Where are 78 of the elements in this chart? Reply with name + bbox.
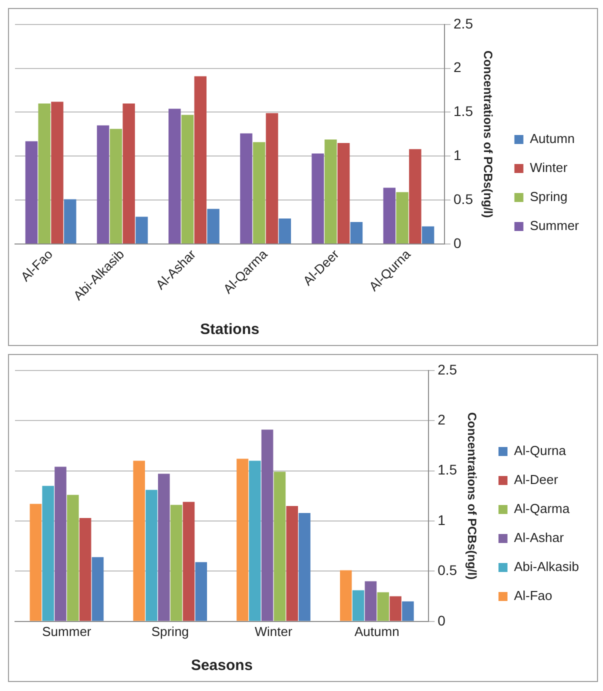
bar: [25, 141, 38, 244]
x-axis-title: Seasons: [190, 657, 253, 674]
y-tick-label: 0.5: [438, 562, 458, 578]
y-tick-label: 0: [438, 612, 446, 628]
bar: [168, 108, 181, 244]
bar: [158, 474, 170, 621]
legend-label: Spring: [530, 189, 568, 204]
bar: [92, 557, 104, 621]
bar: [181, 114, 194, 244]
y-axis-title: Concentrations of PCBs(ng/l): [464, 412, 479, 580]
bar: [337, 142, 350, 244]
bar: [350, 222, 363, 244]
y-tick-label: 0: [454, 234, 462, 251]
bar: [96, 125, 110, 244]
bar: [38, 103, 50, 244]
y-tick-label: 1: [438, 512, 446, 528]
bar: [42, 486, 54, 621]
bar: [286, 506, 298, 621]
bar: [67, 494, 79, 621]
bar: [30, 504, 42, 621]
y-tick-label: 1.5: [438, 462, 458, 478]
bar: [133, 460, 145, 621]
bar: [54, 466, 66, 621]
y-tick-label: 2: [454, 59, 462, 76]
y-tick-label: 1.5: [454, 103, 474, 120]
bar: [312, 154, 324, 244]
bar: [249, 460, 261, 621]
legend-label: Al-Qurna: [514, 443, 567, 458]
x-axis-title: Stations: [200, 321, 260, 338]
bar: [79, 518, 92, 621]
legend-label: Summer: [530, 218, 580, 234]
bar: [364, 581, 377, 621]
bar: [396, 192, 408, 244]
y-tick-label: 1: [454, 147, 462, 164]
bar: [110, 128, 122, 244]
bar: [207, 208, 220, 244]
bar: [136, 216, 148, 244]
bar: [236, 458, 248, 621]
bar: [340, 570, 352, 621]
x-tick-label: Summer: [42, 624, 92, 639]
y-tick-label: 2.5: [438, 361, 458, 378]
x-tick-label: Winter: [254, 624, 293, 639]
bar: [64, 199, 76, 244]
bar: [122, 103, 135, 244]
y-tick-label: 2.5: [454, 15, 474, 32]
bar: [274, 472, 286, 621]
bar: [409, 149, 422, 244]
legend-label: Autumn: [530, 131, 575, 146]
x-tick-label: Spring: [151, 624, 189, 639]
bar: [170, 504, 182, 621]
legend-label: Al-Qarma: [514, 501, 570, 516]
y-axis-title: Concentrations of PCBs(ng/l): [480, 50, 495, 218]
legend-label: Winter: [530, 160, 568, 176]
bar: [278, 218, 292, 244]
y-tick-label: 2: [438, 411, 446, 428]
bar: [383, 188, 396, 244]
bar: [298, 512, 310, 621]
bar: [146, 490, 158, 621]
bar: [377, 592, 390, 621]
legend-label: Al-Fao: [514, 588, 552, 604]
bar: [324, 139, 337, 244]
bar: [390, 596, 402, 621]
bar: [195, 562, 208, 621]
bar: [252, 142, 266, 244]
bar: [51, 102, 64, 244]
legend-label: Abi-Alkasib: [514, 559, 580, 574]
bar: [402, 601, 414, 621]
bar: [422, 226, 434, 244]
x-tick-label: Autumn: [354, 624, 400, 639]
bar: [352, 590, 364, 621]
bar: [194, 76, 207, 244]
bar: [240, 133, 252, 244]
legend-label: Al-Deer: [514, 472, 559, 488]
bar: [182, 502, 195, 621]
bar: [261, 430, 274, 621]
legend-label: Al-Ashar: [514, 530, 564, 546]
bar: [266, 113, 278, 244]
y-tick-label: 0.5: [454, 190, 474, 207]
